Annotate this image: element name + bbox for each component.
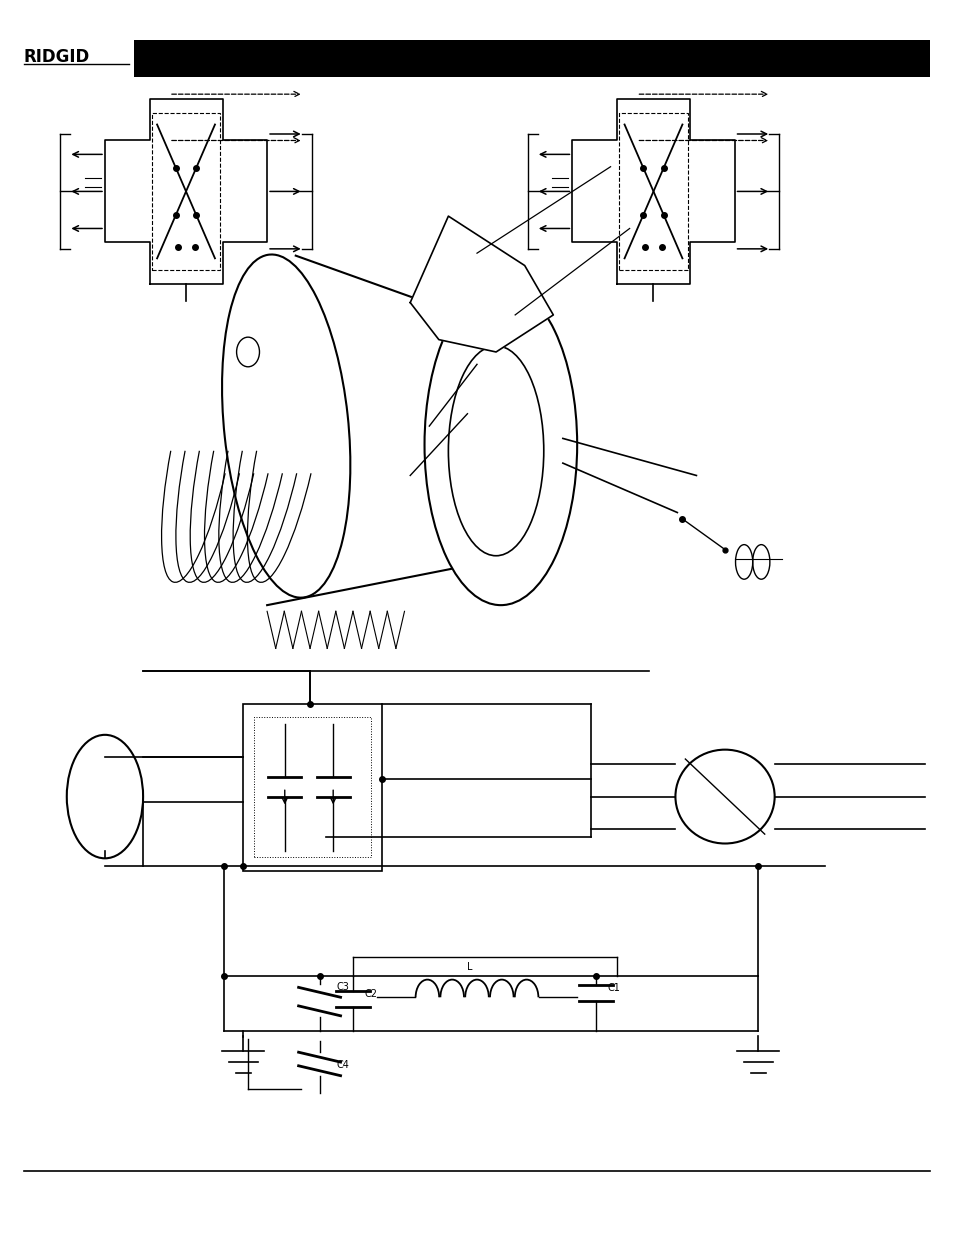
Text: C1: C1 [607, 983, 619, 993]
Bar [152, 112, 220, 270]
Text: RIDGID: RIDGID [24, 48, 90, 65]
Circle shape [236, 337, 259, 367]
Bar [243, 704, 381, 871]
Polygon shape [410, 216, 553, 352]
Ellipse shape [424, 284, 577, 605]
Text: C4: C4 [336, 1061, 349, 1071]
Text: C3: C3 [336, 982, 349, 992]
Bar [254, 718, 370, 857]
Bar [133, 40, 929, 77]
Ellipse shape [448, 346, 543, 556]
Text: C2: C2 [364, 989, 377, 999]
Bar [618, 112, 687, 270]
Ellipse shape [222, 254, 350, 598]
Text: L: L [467, 962, 473, 972]
